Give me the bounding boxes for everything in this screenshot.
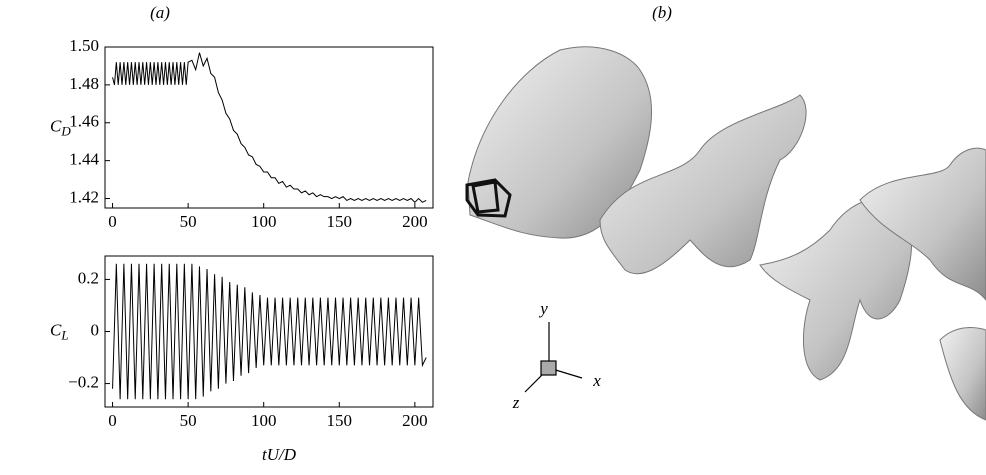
x-axis-label: tU/D — [262, 445, 297, 464]
y-tick-label: 1.42 — [69, 187, 99, 206]
y-tick-label: −0.2 — [68, 372, 99, 391]
x-tick-label: 100 — [251, 411, 277, 430]
data-line — [112, 52, 427, 204]
axis-name: z — [512, 393, 520, 412]
vortex-tube — [939, 327, 986, 421]
vortex-sheet — [467, 46, 652, 239]
y-axis-label: CL — [50, 320, 69, 342]
x-tick-label: 0 — [108, 212, 117, 231]
y-axis-label-main: C — [50, 320, 62, 339]
vortex-render — [467, 46, 986, 421]
x-tick-label: 0 — [108, 411, 117, 430]
x-tick-label: 150 — [327, 212, 353, 231]
y-tick-label: 1.48 — [69, 74, 99, 93]
cylinder — [465, 178, 512, 218]
vortex-tube — [759, 199, 912, 381]
y-tick-label: 1.50 — [69, 36, 99, 55]
axis-name: y — [538, 299, 548, 318]
y-axis-label-sub: L — [60, 327, 68, 342]
data-line — [112, 263, 427, 400]
axis-triad — [524, 322, 583, 393]
plot-frame — [104, 46, 434, 209]
y-axis-label: CD — [50, 116, 71, 138]
axis-name: x — [592, 371, 601, 390]
y-tick-label: 0.2 — [78, 268, 99, 287]
triad-cube — [540, 360, 557, 376]
vortex-tube — [859, 147, 986, 301]
y-axis-label-sub: D — [60, 123, 71, 138]
panel-label: (a) — [150, 3, 170, 22]
x-tick-label: 200 — [402, 411, 428, 430]
vortex-tube — [599, 94, 807, 275]
panel-label: (b) — [652, 3, 672, 22]
y-axis-label-main: C — [50, 116, 62, 135]
x-tick-label: 200 — [402, 212, 428, 231]
y-tick-label: 0 — [91, 320, 100, 339]
x-tick-label: 50 — [180, 212, 197, 231]
x-tick-label: 150 — [327, 411, 353, 430]
y-tick-label: 1.44 — [69, 150, 99, 169]
x-tick-label: 100 — [251, 212, 277, 231]
y-tick-label: 1.46 — [69, 112, 99, 131]
x-tick-label: 50 — [180, 411, 197, 430]
